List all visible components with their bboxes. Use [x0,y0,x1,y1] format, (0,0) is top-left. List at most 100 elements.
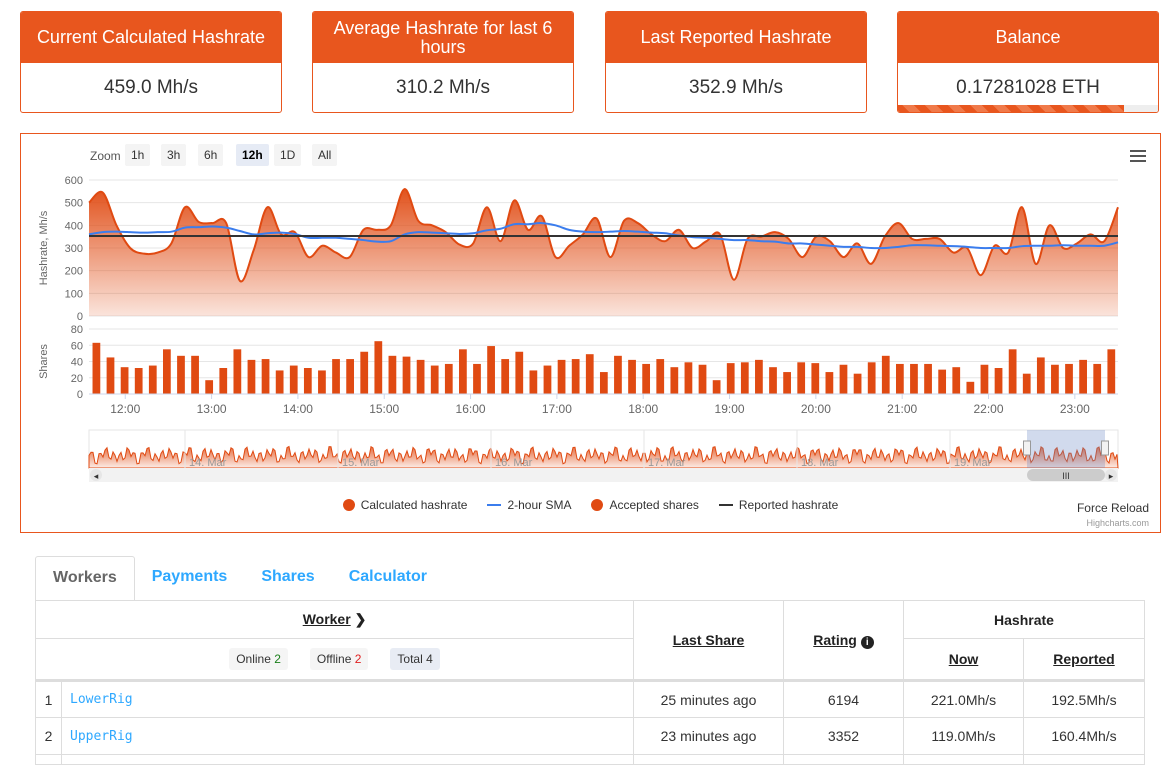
share-bar [698,364,707,394]
now-header[interactable]: Now [903,638,1024,681]
scroll-arrow-button[interactable] [90,469,102,481]
tab-calculator[interactable]: Calculator [348,568,427,585]
row-index: 2 [35,717,62,755]
share-bar [177,355,185,394]
share-bar [134,368,143,394]
share-bar [924,363,932,394]
navigator-handle[interactable] [1101,440,1109,456]
scrollbar-track[interactable] [89,468,1118,482]
share-bar [980,364,989,394]
calculated-hashrate-area [89,189,1118,316]
reported-sort-link[interactable]: Reported [1053,651,1115,667]
rating: 6194 [783,680,904,718]
scrollbar-grip-icon: III [1062,471,1070,481]
share-bar [656,359,665,394]
last-share-header[interactable]: Last Share [633,600,784,681]
label: Online [236,652,271,666]
legend-reported-hashrate[interactable]: Reported hashrate [718,498,838,512]
x-tick-label: 20:00 [801,402,831,416]
x-tick-label: 15:00 [369,402,399,416]
chart-menu-icon[interactable] [1130,150,1146,165]
zoom-6h-button[interactable]: 6h [198,144,224,166]
rating-sort-link[interactable]: Rating [813,631,857,648]
scroll-arrow-button[interactable] [1105,469,1117,481]
tab-payments[interactable]: Payments [151,568,228,585]
x-tick-label: 13:00 [197,402,227,416]
share-bar [374,341,383,394]
share-bar [487,346,495,394]
worker-header[interactable]: Worker ❯ [35,600,634,639]
card-value: 352.9 Mh/s [689,77,783,98]
tab-workers[interactable]: Workers [35,556,135,600]
legend-sma[interactable]: 2-hour SMA [487,498,571,512]
reported-header[interactable]: Reported [1023,638,1145,681]
share-bar [1051,364,1059,394]
zoom-3h-button[interactable]: 3h [161,144,187,166]
y-axis-title: Shares [38,344,50,379]
tab-bar: Workers Payments Shares Calculator [35,556,444,600]
share-bar [726,363,735,394]
scrollbar-thumb[interactable] [1027,469,1105,481]
share-bar [205,380,214,394]
y-tick-label: 400 [65,220,83,232]
share-bar [881,355,890,394]
share-bar [430,365,439,394]
progress-fill [898,105,1125,112]
tab-shares[interactable]: Shares [261,568,315,585]
highcharts-credits[interactable]: Highcharts.com [1086,518,1149,528]
workers-table: Worker ❯ Last Share Rating i Hashrate On… [35,600,1145,765]
share-bar [360,351,369,394]
legend-accepted-shares[interactable]: Accepted shares [591,498,699,512]
info-icon[interactable]: i [860,635,874,649]
y-tick-label: 0 [77,389,83,401]
share-bar [585,354,594,394]
current-hashrate-card: Current Calculated Hashrate 459.0 Mh/s [20,11,282,113]
share-bar [557,359,566,394]
x-tick-label: 21:00 [887,402,917,416]
card-value: 459.0 Mh/s [104,77,198,98]
table-row: 2 UpperRig 23 minutes ago 3352 119.0Mh/s… [35,717,1145,755]
y-tick-label: 500 [65,198,83,210]
share-bar [1107,349,1116,394]
offline-filter[interactable]: Offline 2 [309,648,369,670]
worker-sort-link[interactable]: Worker [302,611,351,627]
zoom-All-button[interactable]: All [312,144,338,166]
rating: 3352 [783,717,904,755]
worker-link[interactable]: UpperRig [61,717,634,755]
share-bar [797,362,806,394]
share-bar [1079,359,1087,394]
label: Total [397,652,423,666]
share-bar [191,355,199,394]
share-bar [1036,357,1045,394]
worker-link[interactable]: LowerRig [61,680,634,718]
legend-label: 2-hour SMA [507,498,572,512]
navigator-handle[interactable] [1023,440,1031,456]
arrow-left-icon: ◂ [94,471,99,481]
count: 4 [426,652,433,666]
share-bar [867,362,876,394]
hashrate-chart: 0 100 200 300 400 500 600 0 20 40 60 80 Hashrate, Mh… [20,133,1161,533]
x-tick-label: 19:00 [715,402,745,416]
y-tick-label: 80 [71,324,83,336]
zoom-1h-button[interactable]: 1h [125,144,151,166]
chevron-down-icon[interactable]: ❯ [354,611,367,627]
x-tick-label: 17:00 [542,402,572,416]
last-share-sort-link[interactable]: Last Share [672,632,745,648]
share-bar [388,355,397,394]
now-sort-link[interactable]: Now [948,651,979,667]
share-bar [938,369,947,394]
rating-header[interactable]: Rating i [783,600,904,681]
share-bar [783,372,791,394]
zoom-12h-button[interactable]: 12h [236,144,269,166]
force-reload-link[interactable]: Force Reload [1076,501,1149,515]
share-bar [289,365,298,394]
share-bar [402,356,411,394]
total-filter[interactable]: Total 4 [390,648,440,670]
zoom-1D-button[interactable]: 1D [274,144,302,166]
legend-calculated-hashrate[interactable]: Calculated hashrate [342,498,467,512]
x-tick-label: 18:00 [628,402,658,416]
card-value: 0.17281028 ETH [956,77,1100,98]
online-filter[interactable]: Online 2 [229,648,288,670]
hashrate-reported: 160.4Mh/s [1023,717,1145,755]
share-bar [529,370,538,394]
